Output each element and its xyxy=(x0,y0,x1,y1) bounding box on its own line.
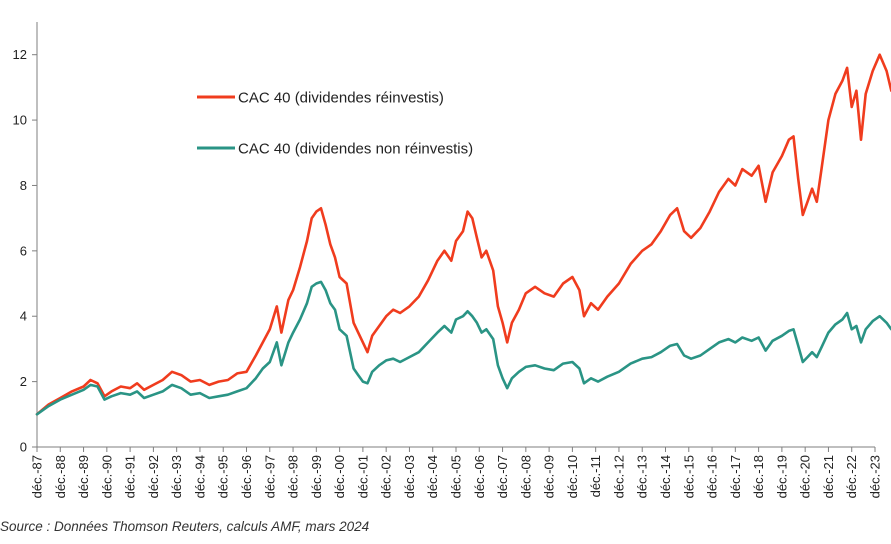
legend: CAC 40 (dividendes réinvestis) CAC 40 (di… xyxy=(197,90,473,158)
x-tick-label: déc.-87 xyxy=(30,455,45,498)
x-tick-label: déc.-21 xyxy=(821,455,836,498)
y-tick-label: 0 xyxy=(20,440,27,455)
x-tick-label: déc.-92 xyxy=(146,455,161,498)
x-tick-label: déc.-11 xyxy=(588,455,603,497)
y-tick-label: 2 xyxy=(20,374,27,389)
x-tick-label: déc.-90 xyxy=(99,455,114,498)
x-tick-label: déc.-91 xyxy=(123,455,138,498)
x-tick-label: déc.-22 xyxy=(844,455,859,498)
x-tick-label: déc.-88 xyxy=(53,455,68,498)
x-tick-label: déc.-07 xyxy=(495,455,510,498)
x-tick-label: déc.-15 xyxy=(681,455,696,498)
y-tick-label: 12 xyxy=(13,47,27,62)
x-tick-label: déc.-98 xyxy=(286,455,301,498)
source-note: Source : Données Thomson Reuters, calcul… xyxy=(0,519,370,534)
x-tick-label: déc.-05 xyxy=(449,455,464,498)
x-tick-label: déc.-03 xyxy=(402,455,417,498)
legend-label-1: CAC 40 (dividendes non réinvestis) xyxy=(238,141,473,158)
y-tick-label: 4 xyxy=(20,309,27,324)
x-tick-label: déc.-12 xyxy=(611,455,626,498)
x-tick-label: déc.-01 xyxy=(355,455,370,498)
x-tick-label: déc.-23 xyxy=(868,455,883,498)
x-tick-label: déc.-04 xyxy=(425,455,440,498)
x-tick-label: déc.-99 xyxy=(309,455,324,498)
series-layer xyxy=(35,53,891,416)
series-line-1 xyxy=(35,280,891,416)
x-tick-label: déc.-97 xyxy=(262,455,277,498)
x-tick-label: déc.-10 xyxy=(565,455,580,498)
x-tick-label: déc.-06 xyxy=(472,455,487,498)
x-tick-label: déc.-93 xyxy=(169,455,184,498)
x-tick-label: déc.-00 xyxy=(332,455,347,498)
y-tick-label: 6 xyxy=(20,243,27,258)
x-tick-label: déc.-16 xyxy=(705,455,720,498)
x-tick-label: déc.-20 xyxy=(798,455,813,498)
series-line-0 xyxy=(35,53,891,416)
x-tick-label: déc.-14 xyxy=(658,455,673,498)
x-tick-label: déc.-09 xyxy=(542,455,557,498)
y-tick-label: 10 xyxy=(13,113,27,128)
x-tick-label: déc.-94 xyxy=(192,455,207,498)
x-tick-label: déc.-96 xyxy=(239,455,254,498)
x-tick-label: déc.-89 xyxy=(76,455,91,498)
x-tick-label: déc.-08 xyxy=(518,455,533,498)
y-axis: 0 2 4 6 8 10 12 xyxy=(13,22,38,455)
x-tick-label: déc.-18 xyxy=(751,455,766,498)
x-tick-label: déc.-95 xyxy=(216,455,231,498)
x-axis: déc.-87 déc.-88 déc.-89 déc.-90 déc.-91 déc.-… xyxy=(30,446,883,498)
y-tick-label: 8 xyxy=(20,178,27,193)
x-tick-label: déc.-17 xyxy=(728,455,743,498)
x-tick-label: déc.-13 xyxy=(635,455,650,498)
legend-label-0: CAC 40 (dividendes réinvestis) xyxy=(238,90,444,107)
x-tick-label: déc.-02 xyxy=(379,455,394,498)
x-tick-label: déc.-19 xyxy=(774,455,789,498)
